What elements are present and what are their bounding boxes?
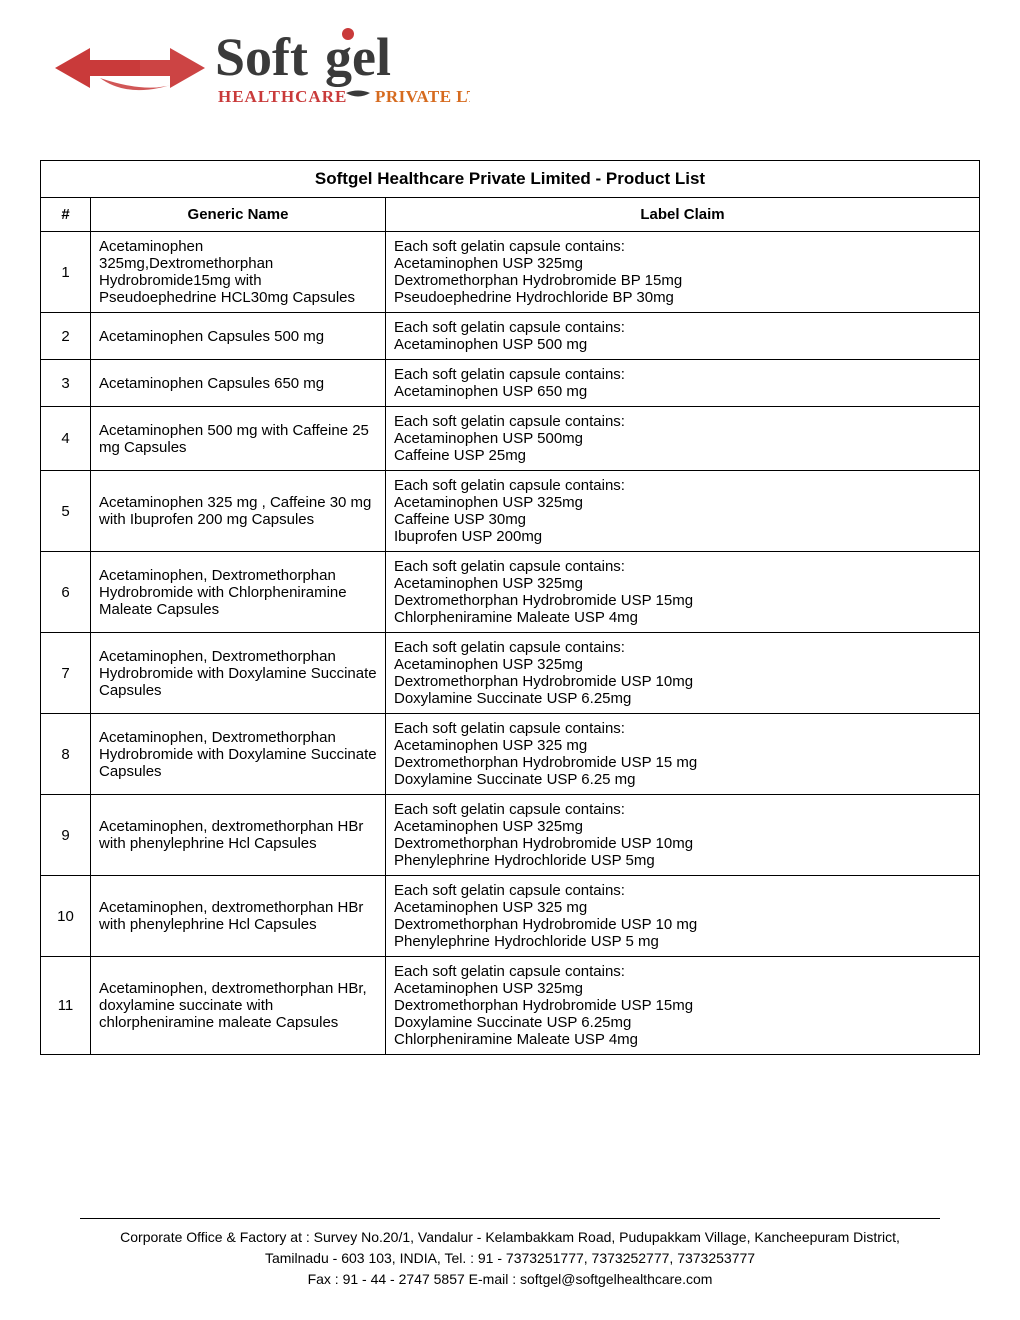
col-header-generic: Generic Name bbox=[91, 198, 386, 232]
svg-text:Soft: Soft bbox=[215, 27, 308, 87]
row-number: 2 bbox=[41, 313, 91, 360]
row-number: 5 bbox=[41, 471, 91, 552]
col-header-number: # bbox=[41, 198, 91, 232]
table-body: 1Acetaminophen 325mg,Dextromethorphan Hy… bbox=[41, 232, 980, 1055]
generic-name: Acetaminophen, dextromethorphan HBr with… bbox=[91, 876, 386, 957]
table-row: 10Acetaminophen, dextromethorphan HBr wi… bbox=[41, 876, 980, 957]
table-title: Softgel Healthcare Private Limited - Pro… bbox=[41, 161, 980, 198]
table-row: 9Acetaminophen, dextromethorphan HBr wit… bbox=[41, 795, 980, 876]
row-number: 7 bbox=[41, 633, 91, 714]
table-row: 8Acetaminophen, Dextromethorphan Hydrobr… bbox=[41, 714, 980, 795]
label-claim: Each soft gelatin capsule contains: Acet… bbox=[386, 232, 980, 313]
page-footer: Corporate Office & Factory at : Survey N… bbox=[0, 1218, 1020, 1290]
label-claim: Each soft gelatin capsule contains: Acet… bbox=[386, 714, 980, 795]
generic-name: Acetaminophen, Dextromethorphan Hydrobro… bbox=[91, 714, 386, 795]
label-claim: Each soft gelatin capsule contains: Acet… bbox=[386, 633, 980, 714]
label-claim: Each soft gelatin capsule contains: Acet… bbox=[386, 876, 980, 957]
table-row: 1Acetaminophen 325mg,Dextromethorphan Hy… bbox=[41, 232, 980, 313]
generic-name: Acetaminophen Capsules 650 mg bbox=[91, 360, 386, 407]
footer-line-1: Corporate Office & Factory at : Survey N… bbox=[40, 1227, 980, 1248]
table-row: 3Acetaminophen Capsules 650 mgEach soft … bbox=[41, 360, 980, 407]
label-claim: Each soft gelatin capsule contains: Acet… bbox=[386, 313, 980, 360]
generic-name: Acetaminophen 325 mg , Caffeine 30 mg wi… bbox=[91, 471, 386, 552]
label-claim: Each soft gelatin capsule contains: Acet… bbox=[386, 795, 980, 876]
table-header-row: # Generic Name Label Claim bbox=[41, 198, 980, 232]
svg-text:PRIVATE LTD.: PRIVATE LTD. bbox=[375, 87, 470, 106]
footer-line-3: Fax : 91 - 44 - 2747 5857 E-mail : softg… bbox=[40, 1269, 980, 1290]
table-row: 4Acetaminophen 500 mg with Caffeine 25 m… bbox=[41, 407, 980, 471]
label-claim: Each soft gelatin capsule contains: Acet… bbox=[386, 471, 980, 552]
row-number: 9 bbox=[41, 795, 91, 876]
generic-name: Acetaminophen 500 mg with Caffeine 25 mg… bbox=[91, 407, 386, 471]
label-claim: Each soft gelatin capsule contains: Acet… bbox=[386, 360, 980, 407]
generic-name: Acetaminophen 325mg,Dextromethorphan Hyd… bbox=[91, 232, 386, 313]
row-number: 8 bbox=[41, 714, 91, 795]
label-claim: Each soft gelatin capsule contains: Acet… bbox=[386, 552, 980, 633]
row-number: 3 bbox=[41, 360, 91, 407]
row-number: 10 bbox=[41, 876, 91, 957]
row-number: 4 bbox=[41, 407, 91, 471]
table-title-row: Softgel Healthcare Private Limited - Pro… bbox=[41, 161, 980, 198]
row-number: 1 bbox=[41, 232, 91, 313]
generic-name: Acetaminophen, Dextromethorphan Hydrobro… bbox=[91, 633, 386, 714]
row-number: 6 bbox=[41, 552, 91, 633]
logo-svg: Soft gel HEALTHCARE PRIVATE LTD. bbox=[50, 20, 470, 115]
table-row: 7Acetaminophen, Dextromethorphan Hydrobr… bbox=[41, 633, 980, 714]
table-row: 11Acetaminophen, dextromethorphan HBr, d… bbox=[41, 957, 980, 1055]
company-logo: Soft gel HEALTHCARE PRIVATE LTD. bbox=[40, 20, 980, 120]
generic-name: Acetaminophen, Dextromethorphan Hydrobro… bbox=[91, 552, 386, 633]
product-list-table: Softgel Healthcare Private Limited - Pro… bbox=[40, 160, 980, 1055]
footer-line-2: Tamilnadu - 603 103, INDIA, Tel. : 91 - … bbox=[40, 1248, 980, 1269]
generic-name: Acetaminophen, dextromethorphan HBr, dox… bbox=[91, 957, 386, 1055]
row-number: 11 bbox=[41, 957, 91, 1055]
label-claim: Each soft gelatin capsule contains: Acet… bbox=[386, 957, 980, 1055]
svg-text:HEALTHCARE: HEALTHCARE bbox=[218, 87, 347, 106]
col-header-label: Label Claim bbox=[386, 198, 980, 232]
table-row: 5Acetaminophen 325 mg , Caffeine 30 mg w… bbox=[41, 471, 980, 552]
table-row: 2Acetaminophen Capsules 500 mgEach soft … bbox=[41, 313, 980, 360]
generic-name: Acetaminophen Capsules 500 mg bbox=[91, 313, 386, 360]
footer-divider bbox=[80, 1218, 940, 1219]
svg-text:gel: gel bbox=[325, 27, 391, 87]
table-row: 6Acetaminophen, Dextromethorphan Hydrobr… bbox=[41, 552, 980, 633]
generic-name: Acetaminophen, dextromethorphan HBr with… bbox=[91, 795, 386, 876]
label-claim: Each soft gelatin capsule contains: Acet… bbox=[386, 407, 980, 471]
